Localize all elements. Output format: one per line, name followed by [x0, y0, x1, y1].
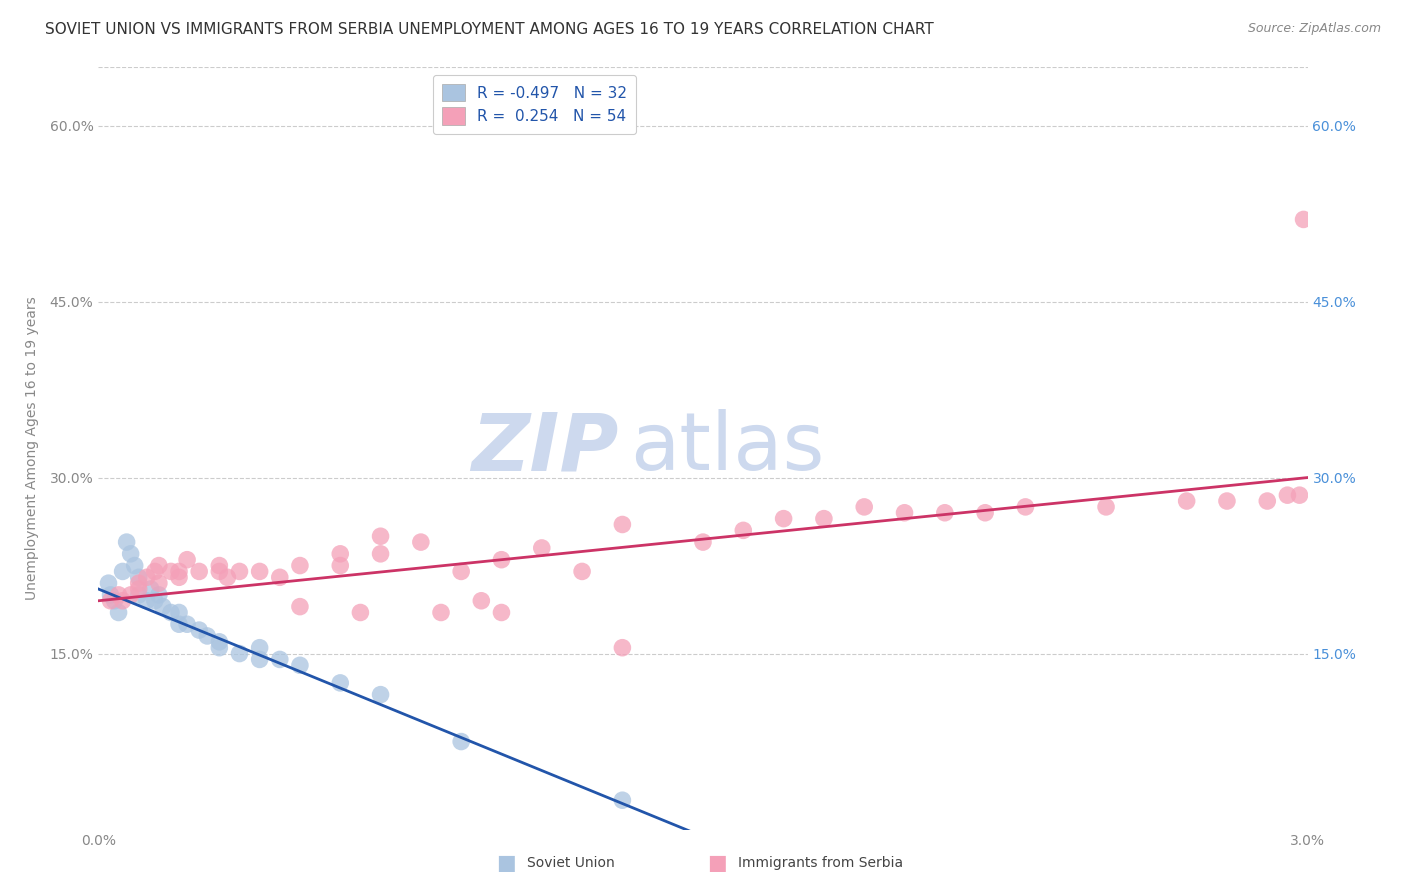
Point	[167, 565, 190, 579]
Point	[167, 570, 190, 584]
Point	[288, 599, 311, 614]
Point	[128, 582, 150, 596]
Point	[733, 524, 755, 538]
Point	[176, 552, 198, 566]
Point	[249, 652, 271, 666]
Point	[370, 529, 392, 543]
Point	[228, 565, 250, 579]
Point	[208, 558, 231, 573]
Point	[160, 606, 183, 620]
Point	[450, 734, 472, 748]
Point	[195, 629, 218, 643]
Text: ZIP: ZIP	[471, 409, 619, 487]
Point	[228, 647, 250, 661]
Point	[329, 547, 352, 561]
Point	[974, 506, 997, 520]
Point	[288, 658, 311, 673]
Text: Source: ZipAtlas.com: Source: ZipAtlas.com	[1247, 22, 1381, 36]
Point	[370, 688, 392, 702]
Point	[107, 588, 129, 602]
Point	[208, 565, 231, 579]
Point	[135, 570, 157, 584]
Point	[148, 588, 170, 602]
Point	[813, 511, 835, 525]
Point	[139, 582, 162, 596]
Text: ■: ■	[707, 854, 727, 873]
Point	[612, 517, 634, 532]
Point	[1288, 488, 1310, 502]
Point	[111, 565, 134, 579]
Point	[269, 652, 291, 666]
Point	[1256, 494, 1278, 508]
Point	[571, 565, 593, 579]
Point	[491, 606, 513, 620]
Point	[111, 594, 134, 608]
Point	[893, 506, 915, 520]
Text: SOVIET UNION VS IMMIGRANTS FROM SERBIA UNEMPLOYMENT AMONG AGES 16 TO 19 YEARS CO: SOVIET UNION VS IMMIGRANTS FROM SERBIA U…	[45, 22, 934, 37]
Point	[934, 506, 956, 520]
Point	[491, 552, 513, 566]
Point	[167, 606, 190, 620]
Point	[249, 640, 271, 655]
Point	[100, 594, 122, 608]
Point	[349, 606, 371, 620]
Legend: R = -0.497   N = 32, R =  0.254   N = 54: R = -0.497 N = 32, R = 0.254 N = 54	[433, 75, 636, 135]
Point	[103, 594, 125, 608]
Point	[160, 565, 183, 579]
Point	[470, 594, 492, 608]
Point	[1095, 500, 1118, 514]
Point	[208, 635, 231, 649]
Point	[148, 558, 170, 573]
Point	[148, 576, 170, 591]
Point	[100, 588, 122, 602]
Point	[152, 599, 174, 614]
Point	[188, 565, 211, 579]
Point	[450, 565, 472, 579]
Point	[135, 594, 157, 608]
Point	[772, 511, 794, 525]
Text: Soviet Union: Soviet Union	[527, 856, 614, 871]
Point	[143, 594, 166, 608]
Text: atlas: atlas	[630, 409, 825, 487]
Point	[128, 588, 150, 602]
Y-axis label: Unemployment Among Ages 16 to 19 years: Unemployment Among Ages 16 to 19 years	[24, 296, 38, 600]
Point	[612, 640, 634, 655]
Text: Immigrants from Serbia: Immigrants from Serbia	[738, 856, 903, 871]
Point	[115, 535, 138, 549]
Point	[143, 565, 166, 579]
Point	[530, 541, 553, 555]
Point	[107, 606, 129, 620]
Point	[1175, 494, 1198, 508]
Point	[120, 588, 142, 602]
Point	[853, 500, 876, 514]
Point	[120, 547, 142, 561]
Text: ■: ■	[496, 854, 516, 873]
Point	[217, 570, 239, 584]
Point	[288, 558, 311, 573]
Point	[128, 570, 150, 584]
Point	[128, 576, 150, 591]
Point	[97, 576, 120, 591]
Point	[612, 793, 634, 807]
Point	[176, 617, 198, 632]
Point	[1277, 488, 1299, 502]
Point	[269, 570, 291, 584]
Point	[167, 617, 190, 632]
Point	[124, 558, 146, 573]
Point	[188, 623, 211, 637]
Point	[208, 640, 231, 655]
Point	[409, 535, 432, 549]
Point	[329, 558, 352, 573]
Point	[1216, 494, 1239, 508]
Point	[430, 606, 453, 620]
Point	[692, 535, 714, 549]
Point	[329, 676, 352, 690]
Point	[1014, 500, 1036, 514]
Point	[370, 547, 392, 561]
Point	[249, 565, 271, 579]
Point	[1292, 212, 1315, 227]
